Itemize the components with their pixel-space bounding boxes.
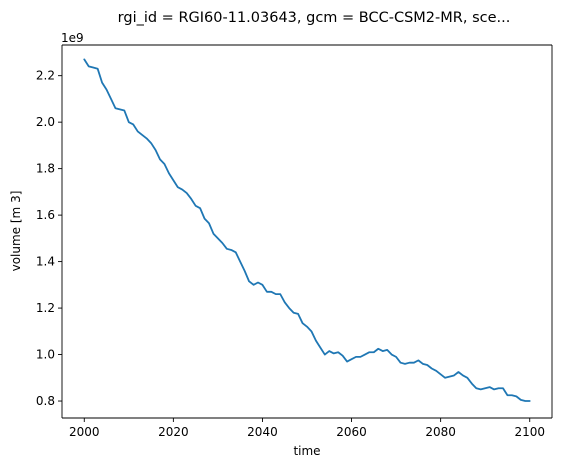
plot-frame [61, 44, 553, 419]
y-tick-label: 2.2 [36, 69, 55, 83]
y-tick-label: 1.4 [36, 255, 55, 269]
plot-area [62, 45, 552, 418]
x-tick-label: 2080 [425, 425, 456, 439]
chart-title: rgi_id = RGI60-11.03643, gcm = BCC-CSM2-… [118, 10, 511, 26]
volume-line [83, 58, 531, 402]
x-axis-ticks: 2000 2020 2040 2060 2080 2100 [69, 418, 545, 439]
y-tick-label: 1.2 [36, 301, 55, 315]
y-tick-label: 1.8 [36, 162, 55, 176]
y-axis-ticks: 0.8 1.0 1.2 1.4 1.6 1.8 2.0 2.2 [36, 69, 62, 408]
y-offset-label: 1e9 [61, 31, 84, 45]
x-axis-label: time [293, 444, 320, 458]
x-tick-label: 2000 [69, 425, 100, 439]
x-tick-label: 2020 [158, 425, 189, 439]
y-tick-label: 0.8 [36, 394, 55, 408]
x-tick-label: 2100 [514, 425, 545, 439]
y-axis-label: volume [m 3] [9, 191, 23, 272]
y-tick-label: 1.0 [36, 348, 55, 362]
x-tick-label: 2040 [247, 425, 278, 439]
y-tick-label: 2.0 [36, 115, 55, 129]
y-tick-label: 1.6 [36, 208, 55, 222]
x-tick-label: 2060 [336, 425, 367, 439]
